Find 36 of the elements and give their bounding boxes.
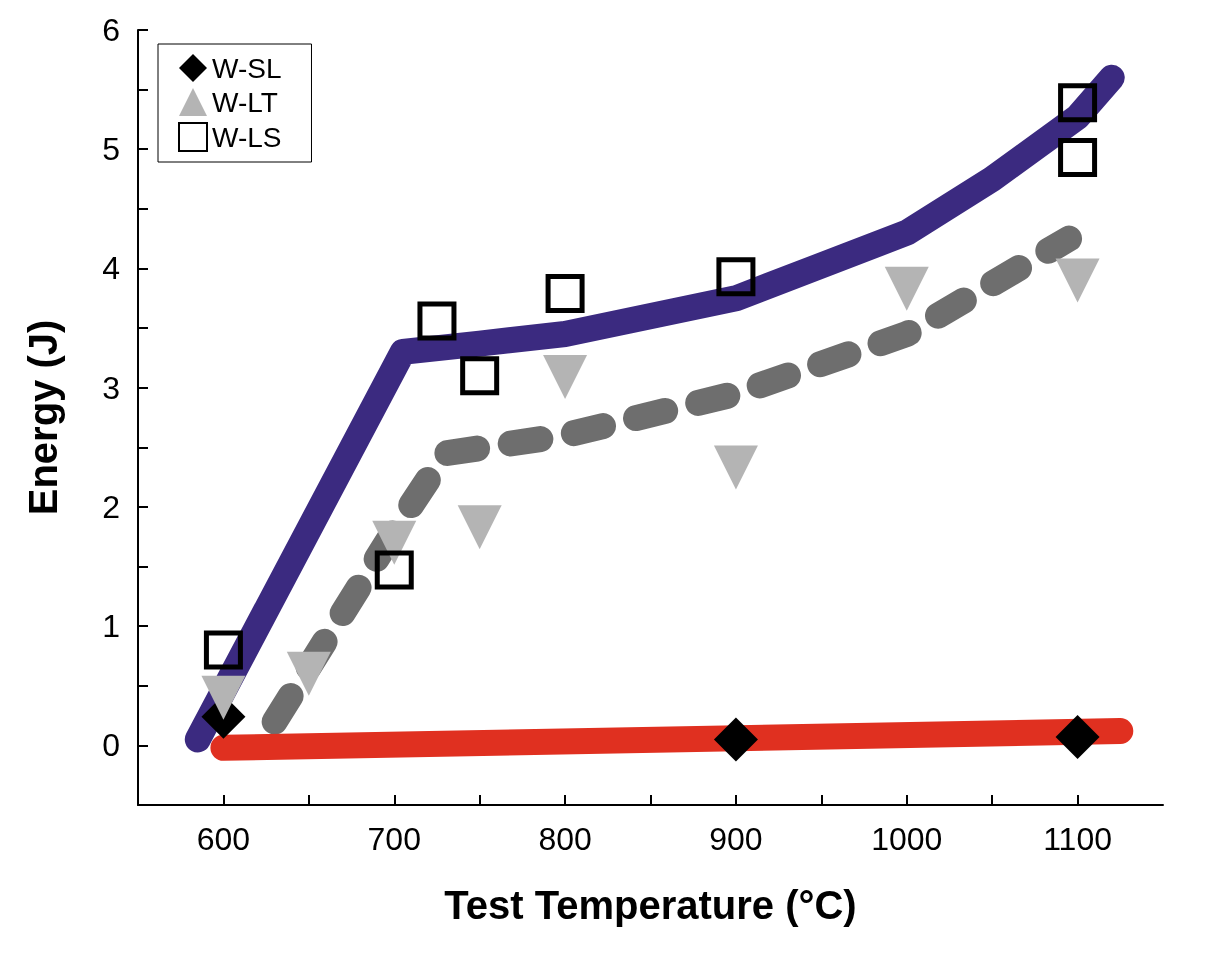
point bbox=[460, 356, 500, 396]
x-axis-title: Test Temperature (°C) bbox=[444, 883, 857, 927]
point bbox=[1058, 138, 1098, 178]
x-tick-label: 600 bbox=[196, 821, 251, 857]
legend-label: W-LT bbox=[212, 86, 278, 118]
y-tick-label: 2 bbox=[102, 488, 120, 525]
x-tick-label: 700 bbox=[367, 821, 421, 857]
point bbox=[1055, 715, 1100, 760]
point bbox=[545, 274, 585, 313]
point bbox=[713, 717, 758, 762]
point bbox=[372, 520, 417, 565]
point bbox=[203, 630, 243, 670]
point bbox=[716, 257, 756, 297]
point bbox=[417, 301, 457, 341]
point bbox=[201, 675, 246, 720]
point bbox=[374, 550, 414, 590]
y-tick-label: 6 bbox=[102, 12, 120, 48]
point bbox=[457, 505, 502, 550]
x-tick-label: 1000 bbox=[871, 821, 943, 857]
point bbox=[286, 651, 331, 696]
point bbox=[1058, 83, 1098, 123]
point bbox=[713, 445, 758, 490]
x-tick-label: 900 bbox=[709, 821, 763, 857]
y-axis-title: Energy (J) bbox=[21, 319, 65, 516]
point bbox=[1055, 258, 1100, 303]
point bbox=[884, 266, 929, 311]
y-tick-label: 0 bbox=[102, 727, 120, 764]
y-tick-label: 4 bbox=[102, 250, 120, 287]
legend-label: W-SL bbox=[212, 52, 282, 84]
x-tick-label: 800 bbox=[538, 821, 592, 857]
y-tick-label: 5 bbox=[102, 131, 120, 168]
y-tick-label: 1 bbox=[102, 608, 120, 645]
legend-label: W-LS bbox=[212, 121, 282, 153]
point bbox=[543, 354, 588, 399]
x-tick-label: 1100 bbox=[1043, 821, 1112, 857]
y-tick-label: 3 bbox=[102, 369, 120, 406]
